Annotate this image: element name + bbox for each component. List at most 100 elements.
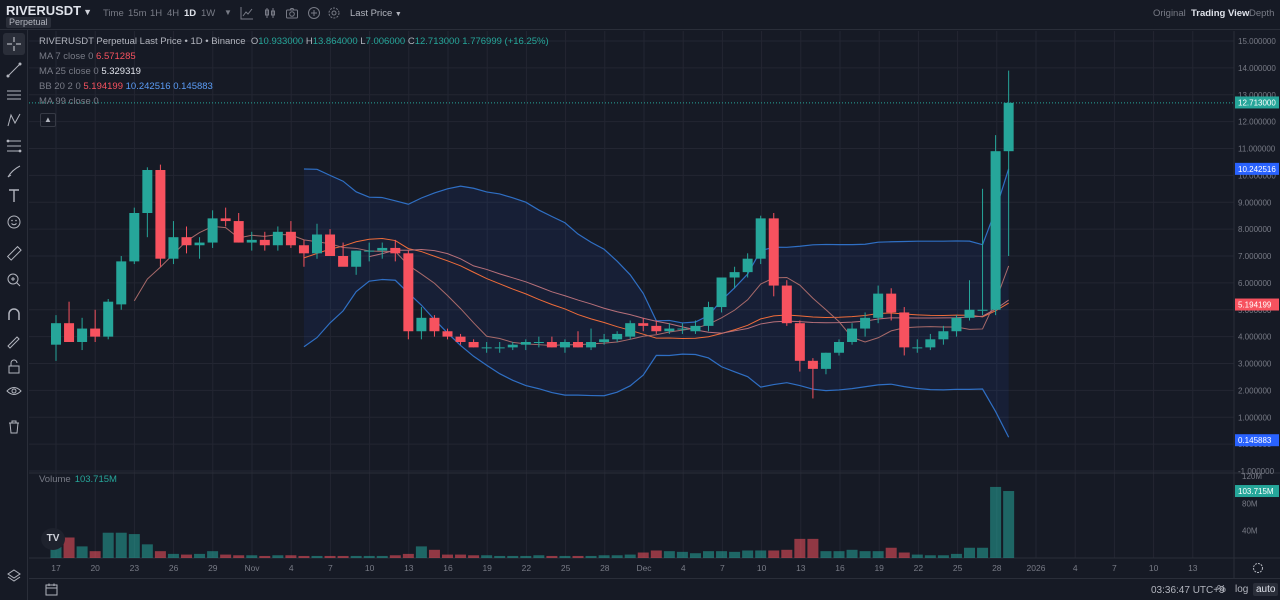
volume-bar	[337, 555, 349, 558]
candle-body	[834, 342, 844, 353]
legend-collapse-button[interactable]: ▲	[40, 113, 56, 127]
legend-title: RIVERUSDT Perpetual Last Price • 1D • Bi…	[39, 36, 246, 47]
price-badge-label: 5.194199	[1238, 301, 1272, 310]
price-tick-label: 4.000000	[1238, 333, 1272, 342]
volume-bar	[768, 550, 780, 558]
camera-icon[interactable]	[285, 6, 299, 20]
volume-bar	[689, 553, 701, 558]
volume-bar	[207, 551, 219, 558]
change-value: 1.776999 (+16.25%)	[462, 36, 549, 47]
candle-body	[351, 250, 362, 267]
ma25-row[interactable]: MA 25 close 0 5.329319	[39, 64, 549, 79]
candle-body	[925, 339, 936, 348]
candle-body	[442, 331, 453, 337]
layers-icon[interactable]	[3, 565, 25, 587]
ma7-label: MA 7 close 0	[39, 51, 94, 62]
time-tick-label: 13	[796, 563, 806, 573]
time-tick-label: 16	[835, 563, 845, 573]
time-tick-label: 23	[130, 563, 140, 573]
high-value: 13.864000	[312, 36, 358, 47]
symbol-selector[interactable]: RIVERUSDT ▼	[6, 3, 92, 18]
ma7-row[interactable]: MA 7 close 0 6.571285	[39, 49, 549, 64]
add-circle-icon[interactable]	[307, 6, 321, 20]
trend-line-icon[interactable]	[3, 59, 25, 81]
candle-body	[116, 261, 127, 305]
timeframe-1w[interactable]: 1W	[201, 8, 216, 19]
ma99-row[interactable]: MA 99 close 0	[39, 94, 549, 109]
close-value: 12.713000	[414, 36, 460, 47]
view-trading-view[interactable]: Trading View	[1191, 8, 1250, 19]
candle-body	[285, 231, 296, 246]
volume-bar	[154, 551, 166, 558]
trash-icon[interactable]	[3, 416, 25, 438]
horizontal-lines-icon[interactable]	[3, 84, 25, 106]
time-tick-label: 10	[1149, 563, 1159, 573]
crosshair-icon[interactable]	[3, 33, 25, 55]
emoji-icon[interactable]	[3, 211, 25, 233]
pitchfork-icon[interactable]	[3, 109, 25, 131]
timeframe-15m[interactable]: 15m	[128, 8, 147, 19]
chart-type-icon[interactable]	[263, 6, 277, 20]
time-axis[interactable]: 17 20 23 26 29 Nov 4 7 10 13 16 19 22 25 28 Dec 4 7 10 13 16…	[51, 563, 1198, 573]
volume-bar	[507, 555, 519, 558]
lock-icon[interactable]	[3, 356, 25, 378]
view-depth[interactable]: Depth	[1249, 8, 1275, 19]
magnet-icon[interactable]	[3, 304, 25, 326]
price-chart[interactable]: 15.000000 14.000000 13.000000 12.000000 11.0…	[29, 31, 1280, 578]
candle-body	[390, 247, 401, 254]
candle-body	[507, 344, 518, 348]
ruler-icon[interactable]	[3, 242, 25, 264]
view-original[interactable]: Original	[1153, 8, 1186, 19]
volume-bar	[794, 538, 806, 558]
volume-bar	[598, 555, 610, 558]
lock-pencil-icon[interactable]	[3, 330, 25, 352]
top-toolbar: RIVERUSDT ▼ Perpetual Time 15m 1H 4H 1D 1…	[0, 0, 1280, 30]
candle-body	[298, 245, 309, 254]
indicators-icon[interactable]	[240, 6, 254, 20]
timeframe-1d[interactable]: 1D	[184, 8, 197, 19]
zoom-in-icon[interactable]	[3, 269, 25, 291]
auto-toggle[interactable]: auto	[1253, 583, 1279, 596]
candle-body	[951, 317, 962, 332]
log-toggle[interactable]: log	[1235, 584, 1249, 595]
timeframe-4h[interactable]: 4H	[167, 8, 180, 19]
candle-body	[977, 309, 988, 311]
timeframe-1h[interactable]: 1H	[150, 8, 163, 19]
time-tick-label: 28	[992, 563, 1002, 573]
price-type-dropdown[interactable]: Last Price ▼	[350, 8, 402, 19]
settings-gear-icon[interactable]	[327, 6, 341, 20]
price-tick-label: 13.000000	[1238, 91, 1276, 100]
volume-bar	[481, 555, 493, 558]
time-tick-label: 4	[681, 563, 686, 573]
volume-bar	[964, 547, 975, 558]
volume-bar	[911, 554, 923, 558]
utc-clock[interactable]: 03:36:47 UTC+9	[1151, 585, 1225, 596]
timeframe-dropdown-icon[interactable]: ▼	[224, 8, 232, 17]
tradingview-logo[interactable]: TV	[41, 528, 65, 550]
calendar-icon[interactable]	[45, 583, 58, 599]
brush-icon[interactable]	[3, 160, 25, 182]
bb-row[interactable]: BB 20 2 0 5.194199 10.242516 0.145883	[39, 79, 549, 94]
candle-body	[899, 312, 910, 348]
price-badge-label: 12.713000	[1238, 98, 1276, 107]
volume-bar	[611, 555, 623, 558]
volume-bar	[546, 555, 558, 558]
volume-tick-label: 120M	[1242, 472, 1262, 481]
candle-body	[573, 342, 583, 348]
text-tool-icon[interactable]	[3, 185, 25, 207]
candle-body	[233, 221, 244, 243]
candle-body	[168, 237, 179, 259]
symbol-badge: Perpetual	[6, 17, 51, 28]
fib-retracement-icon[interactable]	[3, 135, 25, 157]
percent-toggle[interactable]: %	[1217, 584, 1226, 595]
chart-legend: RIVERUSDT Perpetual Last Price • 1D • Bi…	[39, 34, 549, 109]
volume-tick-label: 80M	[1242, 499, 1258, 508]
eye-icon[interactable]	[3, 380, 25, 402]
volume-bar	[898, 552, 910, 558]
volume-bar	[442, 554, 453, 558]
volume-bar	[389, 555, 401, 558]
timeframe-time[interactable]: Time	[103, 8, 124, 19]
price-badge	[1235, 434, 1279, 447]
volume-bar	[63, 537, 75, 558]
price-axis[interactable]: 15.000000 14.000000 13.000000 12.000000 11.0…	[1235, 37, 1279, 573]
